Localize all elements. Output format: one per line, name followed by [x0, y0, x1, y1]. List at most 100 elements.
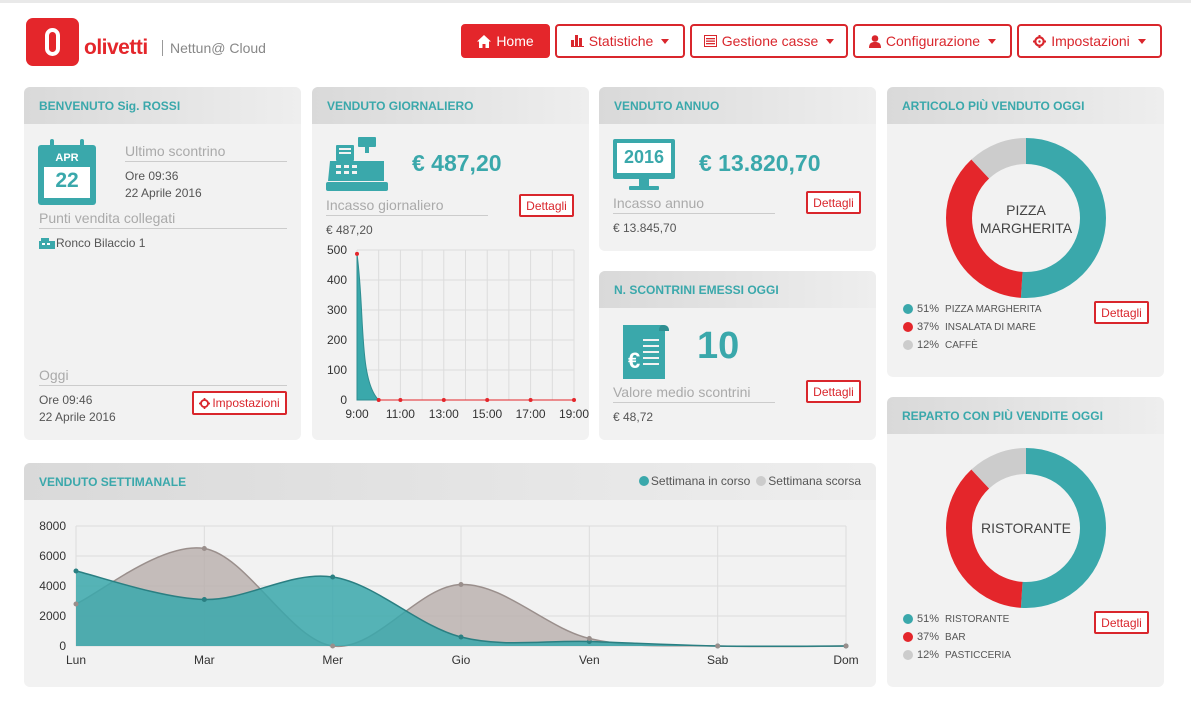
- welcome-card-header: BENVENUTO Sig. ROSSI: [24, 87, 301, 124]
- monitor-icon: 2016: [613, 139, 675, 191]
- weekly-legend: Settimana in corso Settimana scorsa: [638, 474, 861, 488]
- nav-configuration-button[interactable]: Configurazione: [853, 24, 1012, 58]
- top-department-detail-button[interactable]: Dettagli: [1094, 611, 1149, 634]
- daily-sub-value: € 487,20: [326, 223, 373, 237]
- settings-button-label: Impostazioni: [212, 396, 280, 410]
- y-tick-label: 0: [340, 393, 347, 407]
- receipts-card: N. SCONTRINI EMESSI OGGI € 10 Valore med…: [599, 271, 876, 440]
- annual-detail-button[interactable]: Dettagli: [806, 191, 861, 214]
- x-tick-label: 19:00: [559, 407, 589, 421]
- annual-sales-header: VENDUTO ANNUO: [599, 87, 876, 124]
- top-border: [0, 0, 1191, 3]
- brand-subtitle: Nettun@ Cloud: [170, 40, 266, 56]
- store-icon: [39, 237, 55, 249]
- legend-dot: [903, 614, 913, 624]
- store-item[interactable]: Ronco Bilaccio 1: [39, 236, 145, 250]
- data-point: [715, 643, 721, 649]
- divider: [613, 213, 775, 214]
- data-point: [458, 634, 464, 640]
- top-department-donut-chart: [946, 448, 1106, 608]
- x-tick-label: 17:00: [516, 407, 546, 421]
- cash-register-icon: [326, 137, 388, 191]
- data-point: [73, 601, 79, 607]
- x-tick-label: 11:00: [386, 407, 415, 421]
- x-tick-label: Dom: [833, 653, 858, 667]
- annual-sales-card: VENDUTO ANNUO 2016 € 13.820,70 Incasso a…: [599, 87, 876, 251]
- nav-settings-button[interactable]: Impostazioni: [1017, 24, 1162, 58]
- legend-dot: [638, 476, 649, 486]
- x-tick-label: Gio: [452, 653, 471, 667]
- welcome-card: BENVENUTO Sig. ROSSI APR 22 Ultimo scont…: [24, 87, 301, 440]
- data-point: [458, 582, 464, 587]
- calendar-day: 22: [55, 169, 79, 192]
- legend-item: 12% PASTICCERIA: [903, 649, 1011, 661]
- top-article-header: ARTICOLO PIÙ VENDUTO OGGI: [887, 87, 1164, 124]
- nav-cash-management-label: Gestione casse: [721, 33, 819, 49]
- nav-statistics-button[interactable]: Statistiche: [555, 24, 685, 58]
- nav-cash-management-button[interactable]: Gestione casse: [690, 24, 848, 58]
- list-icon: [703, 35, 717, 47]
- data-point: [355, 251, 359, 256]
- data-point: [376, 398, 381, 402]
- donut-slice: [946, 448, 1106, 608]
- top-article-card: ARTICOLO PIÙ VENDUTO OGGI PIZZA MARGHERI…: [887, 87, 1164, 377]
- daily-area: [356, 253, 380, 401]
- legend-name: CAFFÈ: [945, 339, 978, 351]
- home-icon: [477, 34, 492, 48]
- legend-dot: [903, 650, 913, 660]
- svg-text:€: €: [628, 348, 640, 373]
- daily-sales-card: VENDUTO GIORNALIERO € 487,20 Incasso gio…: [312, 87, 589, 440]
- x-tick-label: 13:00: [429, 407, 459, 421]
- legend-pct: 51%: [917, 613, 940, 625]
- x-tick-label: 9:00: [345, 407, 369, 421]
- top-article-center-line1: PIZZA: [1006, 202, 1046, 218]
- receipts-header: N. SCONTRINI EMESSI OGGI: [599, 271, 876, 308]
- nav-settings-label: Impostazioni: [1051, 33, 1130, 49]
- legend-name: RISTORANTE: [945, 613, 1010, 625]
- data-point: [201, 546, 207, 551]
- x-tick-label: 15:00: [472, 407, 502, 421]
- legend-item: 12% CAFFÈ: [903, 339, 978, 351]
- weekly-title: VENDUTO SETTIMANALE: [39, 474, 187, 489]
- weekly-sales-card: VENDUTO SETTIMANALE Settimana in corso S…: [24, 463, 876, 687]
- annual-year: 2016: [623, 147, 665, 167]
- nav-home-button[interactable]: Home: [461, 24, 550, 58]
- annual-label: Incasso annuo: [613, 195, 705, 211]
- legend-dot: [903, 322, 913, 332]
- bar-chart-icon: [570, 35, 584, 47]
- top-department-center-label: RISTORANTE: [981, 520, 1071, 536]
- stores-label: Punti vendita collegati: [39, 210, 176, 226]
- welcome-user: Sig. ROSSI: [117, 98, 181, 113]
- y-tick-label: 100: [327, 363, 347, 377]
- legend-previous-week: Settimana scorsa: [768, 474, 861, 488]
- legend-pct: 37%: [917, 631, 940, 643]
- x-tick-label: Sab: [707, 653, 729, 667]
- y-tick-label: 500: [327, 243, 347, 257]
- legend-pct: 12%: [917, 649, 940, 661]
- top-article-detail-button[interactable]: Dettagli: [1094, 301, 1149, 324]
- data-point: [73, 568, 79, 574]
- settings-button[interactable]: Impostazioni: [192, 391, 287, 415]
- chevron-down-icon: [661, 38, 670, 44]
- divider: [39, 385, 287, 386]
- welcome-title: BENVENUTO: [39, 98, 115, 113]
- olivetti-logo[interactable]: [26, 18, 79, 66]
- today-time: Ore 09:46: [39, 393, 93, 407]
- user-icon: [868, 34, 881, 48]
- chevron-down-icon: [826, 38, 835, 44]
- data-point: [330, 574, 336, 580]
- top-article-center-line2: MARGHERITA: [979, 220, 1073, 236]
- donut-slice: [946, 448, 1106, 608]
- daily-detail-button[interactable]: Dettagli: [519, 194, 574, 217]
- today-date: 22 Aprile 2016: [39, 410, 116, 424]
- data-point: [572, 398, 576, 402]
- legend-name: BAR: [945, 631, 966, 643]
- receipts-sub-value: € 48,72: [613, 410, 654, 424]
- legend-name: INSALATA DI MARE: [945, 321, 1036, 333]
- annual-value: € 13.820,70: [699, 150, 821, 176]
- top-department-header: REPARTO CON PIÙ VENDITE OGGI: [887, 397, 1164, 434]
- top-article-donut-chart: [946, 138, 1106, 298]
- receipts-detail-button[interactable]: Dettagli: [806, 380, 861, 403]
- today-label: Oggi: [39, 367, 69, 383]
- data-point: [441, 398, 446, 402]
